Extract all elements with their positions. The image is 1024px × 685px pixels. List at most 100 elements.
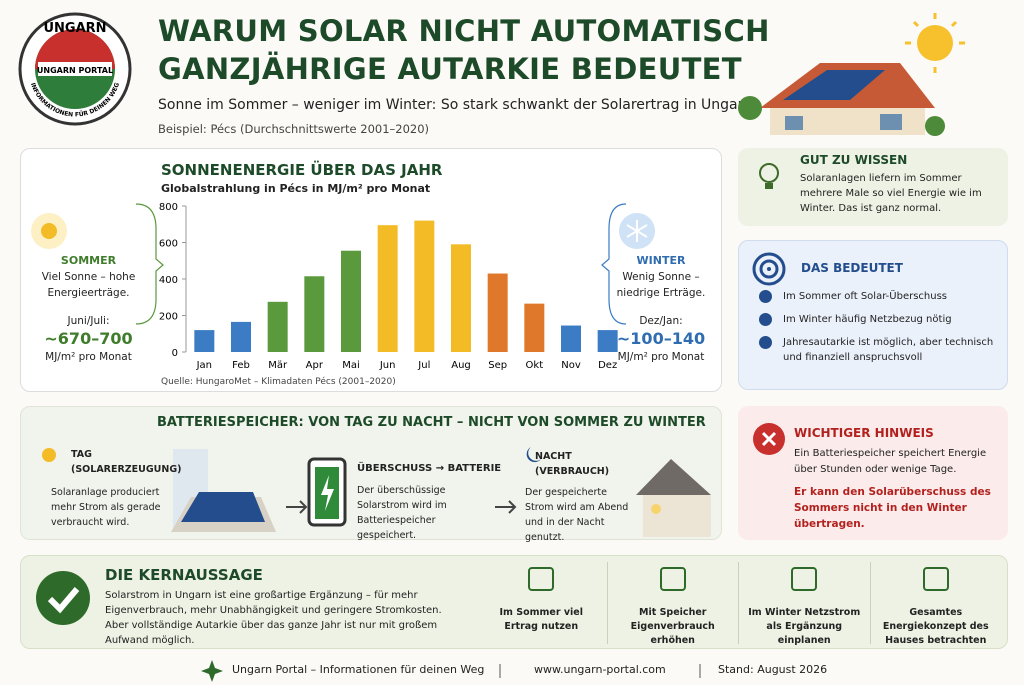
key-point: Gesamtes Energiekonzept des Hauses betra… <box>869 562 1002 646</box>
key-point: Im Sommer viel Ertrag nutzen <box>476 562 607 644</box>
step-3-text: Der gespeicherte Strom wird am Abend und… <box>525 487 629 543</box>
chart-title: SONNENENERGIE ÜBER DAS JAHR <box>161 161 443 179</box>
warning-text: Ein Batteriespeicher speichert Energie ü… <box>794 448 987 475</box>
meaning-text: Im Sommer oft Solar-Überschuss <box>783 291 948 302</box>
meaning-list: Im Sommer oft Solar-Überschuss Im Winter … <box>759 289 999 373</box>
key-panel: DIE KERNAUSSAGE Solarstrom in Ungarn ist… <box>20 555 1008 649</box>
snow-icon <box>619 213 655 249</box>
check-dot <box>759 313 772 326</box>
icon-shape <box>528 567 555 591</box>
target-icon <box>752 252 786 286</box>
x-tick-label: Sep <box>488 360 507 371</box>
bar <box>231 321 251 352</box>
meaning-text: Jahresautarkie ist möglich, aber technis… <box>783 337 994 363</box>
sun-icon <box>31 213 67 249</box>
point-text: Gesamtes Energiekonzept des Hauses betra… <box>882 607 989 646</box>
bar <box>414 220 435 352</box>
bar <box>377 225 398 352</box>
title-1: WARUM SOLAR NICHT AUTOMATISCH <box>158 14 770 48</box>
point-icon <box>922 567 949 591</box>
chart-panel: SONNENENERGIE ÜBER DAS JAHR Globalstrahl… <box>20 148 722 392</box>
point-icon <box>659 567 686 591</box>
key-point: Mit Speicher Eigenverbrauch erhöhen <box>606 562 739 646</box>
point-icon <box>791 567 818 591</box>
step-2-text: Der überschüssige Solarstrom wird im Bat… <box>357 485 447 541</box>
icon-shape <box>922 567 949 591</box>
summer-brace <box>135 203 164 325</box>
step-1-subtitle: (SOLARERZEUGUNG) <box>71 464 182 475</box>
logo: UNGARN UNGARN PORTAL INFORMATIONEN FÜR D… <box>18 12 132 126</box>
x-tick-label: Jan <box>196 360 212 371</box>
footer-date: Stand: August 2026 <box>718 663 828 676</box>
house-illustration <box>738 13 965 136</box>
summer-period: Juni/Juli: <box>67 315 110 327</box>
y-tick-label: 0 <box>172 348 178 359</box>
battery-panel: BATTERIESPEICHER: VON TAG ZU NACHT – NIC… <box>20 406 722 543</box>
bar <box>597 330 618 352</box>
bar <box>341 250 361 352</box>
winter-brace <box>601 203 627 325</box>
point-text: Im Sommer viel Ertrag nutzen <box>499 607 584 632</box>
x-tick-label: Jul <box>417 360 430 371</box>
logo-top: UNGARN <box>43 21 106 36</box>
x-tick-label: Dez <box>598 360 617 371</box>
bar <box>487 273 508 352</box>
point-icon <box>528 567 555 591</box>
y-tick-label: 600 <box>159 239 178 250</box>
x-tick-label: Nov <box>561 360 581 371</box>
meaning-item: Im Sommer oft Solar-Überschuss <box>759 289 999 304</box>
example: Beispiel: Pécs (Durchschnittswerte 2001–… <box>158 122 430 136</box>
summer-title: SOMMER <box>60 254 117 267</box>
step-1-text: Solaranlage produciert mehr Strom als ge… <box>51 487 161 528</box>
winter-box: WINTER Wenig Sonne – niedrige Erträge. D… <box>601 253 721 365</box>
point-text: Mit Speicher Eigenverbrauch erhöhen <box>630 607 715 646</box>
bar <box>561 325 581 352</box>
x-tick-label: Feb <box>232 360 250 371</box>
warning-title: WICHTIGER HINWEIS <box>794 426 934 440</box>
x-icon <box>753 423 785 455</box>
good-title: GUT ZU WISSEN <box>800 153 908 167</box>
key-title: DIE KERNAUSSAGE <box>105 566 263 584</box>
x-tick-label: Okt <box>526 360 544 371</box>
icon-shape <box>791 567 818 591</box>
y-tick-label: 200 <box>159 312 178 323</box>
chart-source: Quelle: HungaroMet – Klimadaten Pécs (20… <box>161 377 396 387</box>
battery-illustration <box>42 447 711 537</box>
icon-shape <box>659 567 686 591</box>
meaning: DAS BEDEUTET Im Sommer oft Solar-Übersch… <box>738 240 1008 390</box>
x-tick-label: Mai <box>342 360 360 371</box>
footer-decor <box>201 660 701 682</box>
logo-middle: UNGARN PORTAL <box>37 66 113 75</box>
meaning-item: Jahresautarkie ist möglich, aber technis… <box>759 335 999 365</box>
step-1-head: TAG (SOLARERZEUGUNG) <box>71 447 181 477</box>
bar <box>304 276 325 352</box>
check-dot <box>759 290 772 303</box>
check-dot <box>759 336 772 349</box>
step-3-title: NACHT <box>535 451 572 462</box>
y-tick-label: 400 <box>159 275 178 286</box>
winter-title: WINTER <box>636 254 686 267</box>
chart-subtitle: Globalstrahlung in Pécs in MJ/m² pro Mon… <box>161 182 431 195</box>
key-points: Im Sommer viel Ertrag nutzen Mit Speicher… <box>476 562 1002 646</box>
x-tick-label: Mär <box>268 360 288 371</box>
title-2: GANZJÄHRIGE AUTARKIE BEDEUTET <box>158 52 742 86</box>
x-tick-label: Jun <box>379 360 396 371</box>
subtitle: Sonne im Sommer – weniger im Winter: So … <box>158 97 757 113</box>
footer-portal: Ungarn Portal – Informationen für deinen… <box>232 663 485 676</box>
summer-box: SOMMER Viel Sonne – hohe Energieerträge.… <box>26 253 151 365</box>
good-text: Solaranlagen liefern im Sommer mehrere M… <box>800 173 982 214</box>
check-icon <box>36 571 90 625</box>
step-3-subtitle: (VERBRAUCH) <box>535 466 610 477</box>
bar <box>451 244 471 352</box>
step-3-head: NACHT (VERBRAUCH) <box>535 449 609 479</box>
summer-text: Viel Sonne – hohe Energieerträge. <box>41 271 136 299</box>
meaning-text: Im Winter häufig Netzbezug nötig <box>783 314 952 325</box>
y-tick-label: 800 <box>159 202 178 213</box>
warning: WICHTIGER HINWEIS Ein Batteriespeicher s… <box>738 406 1008 540</box>
winter-period: Dez/Jan: <box>639 315 683 327</box>
bar <box>524 303 545 352</box>
point-text: Im Winter Netzstrom als Ergänzung einpla… <box>748 607 861 646</box>
key-point: Im Winter Netzstrom als Ergänzung einpla… <box>738 562 870 646</box>
warning-emphasis: Er kann den Solarüberschuss des Sommers … <box>794 486 991 530</box>
